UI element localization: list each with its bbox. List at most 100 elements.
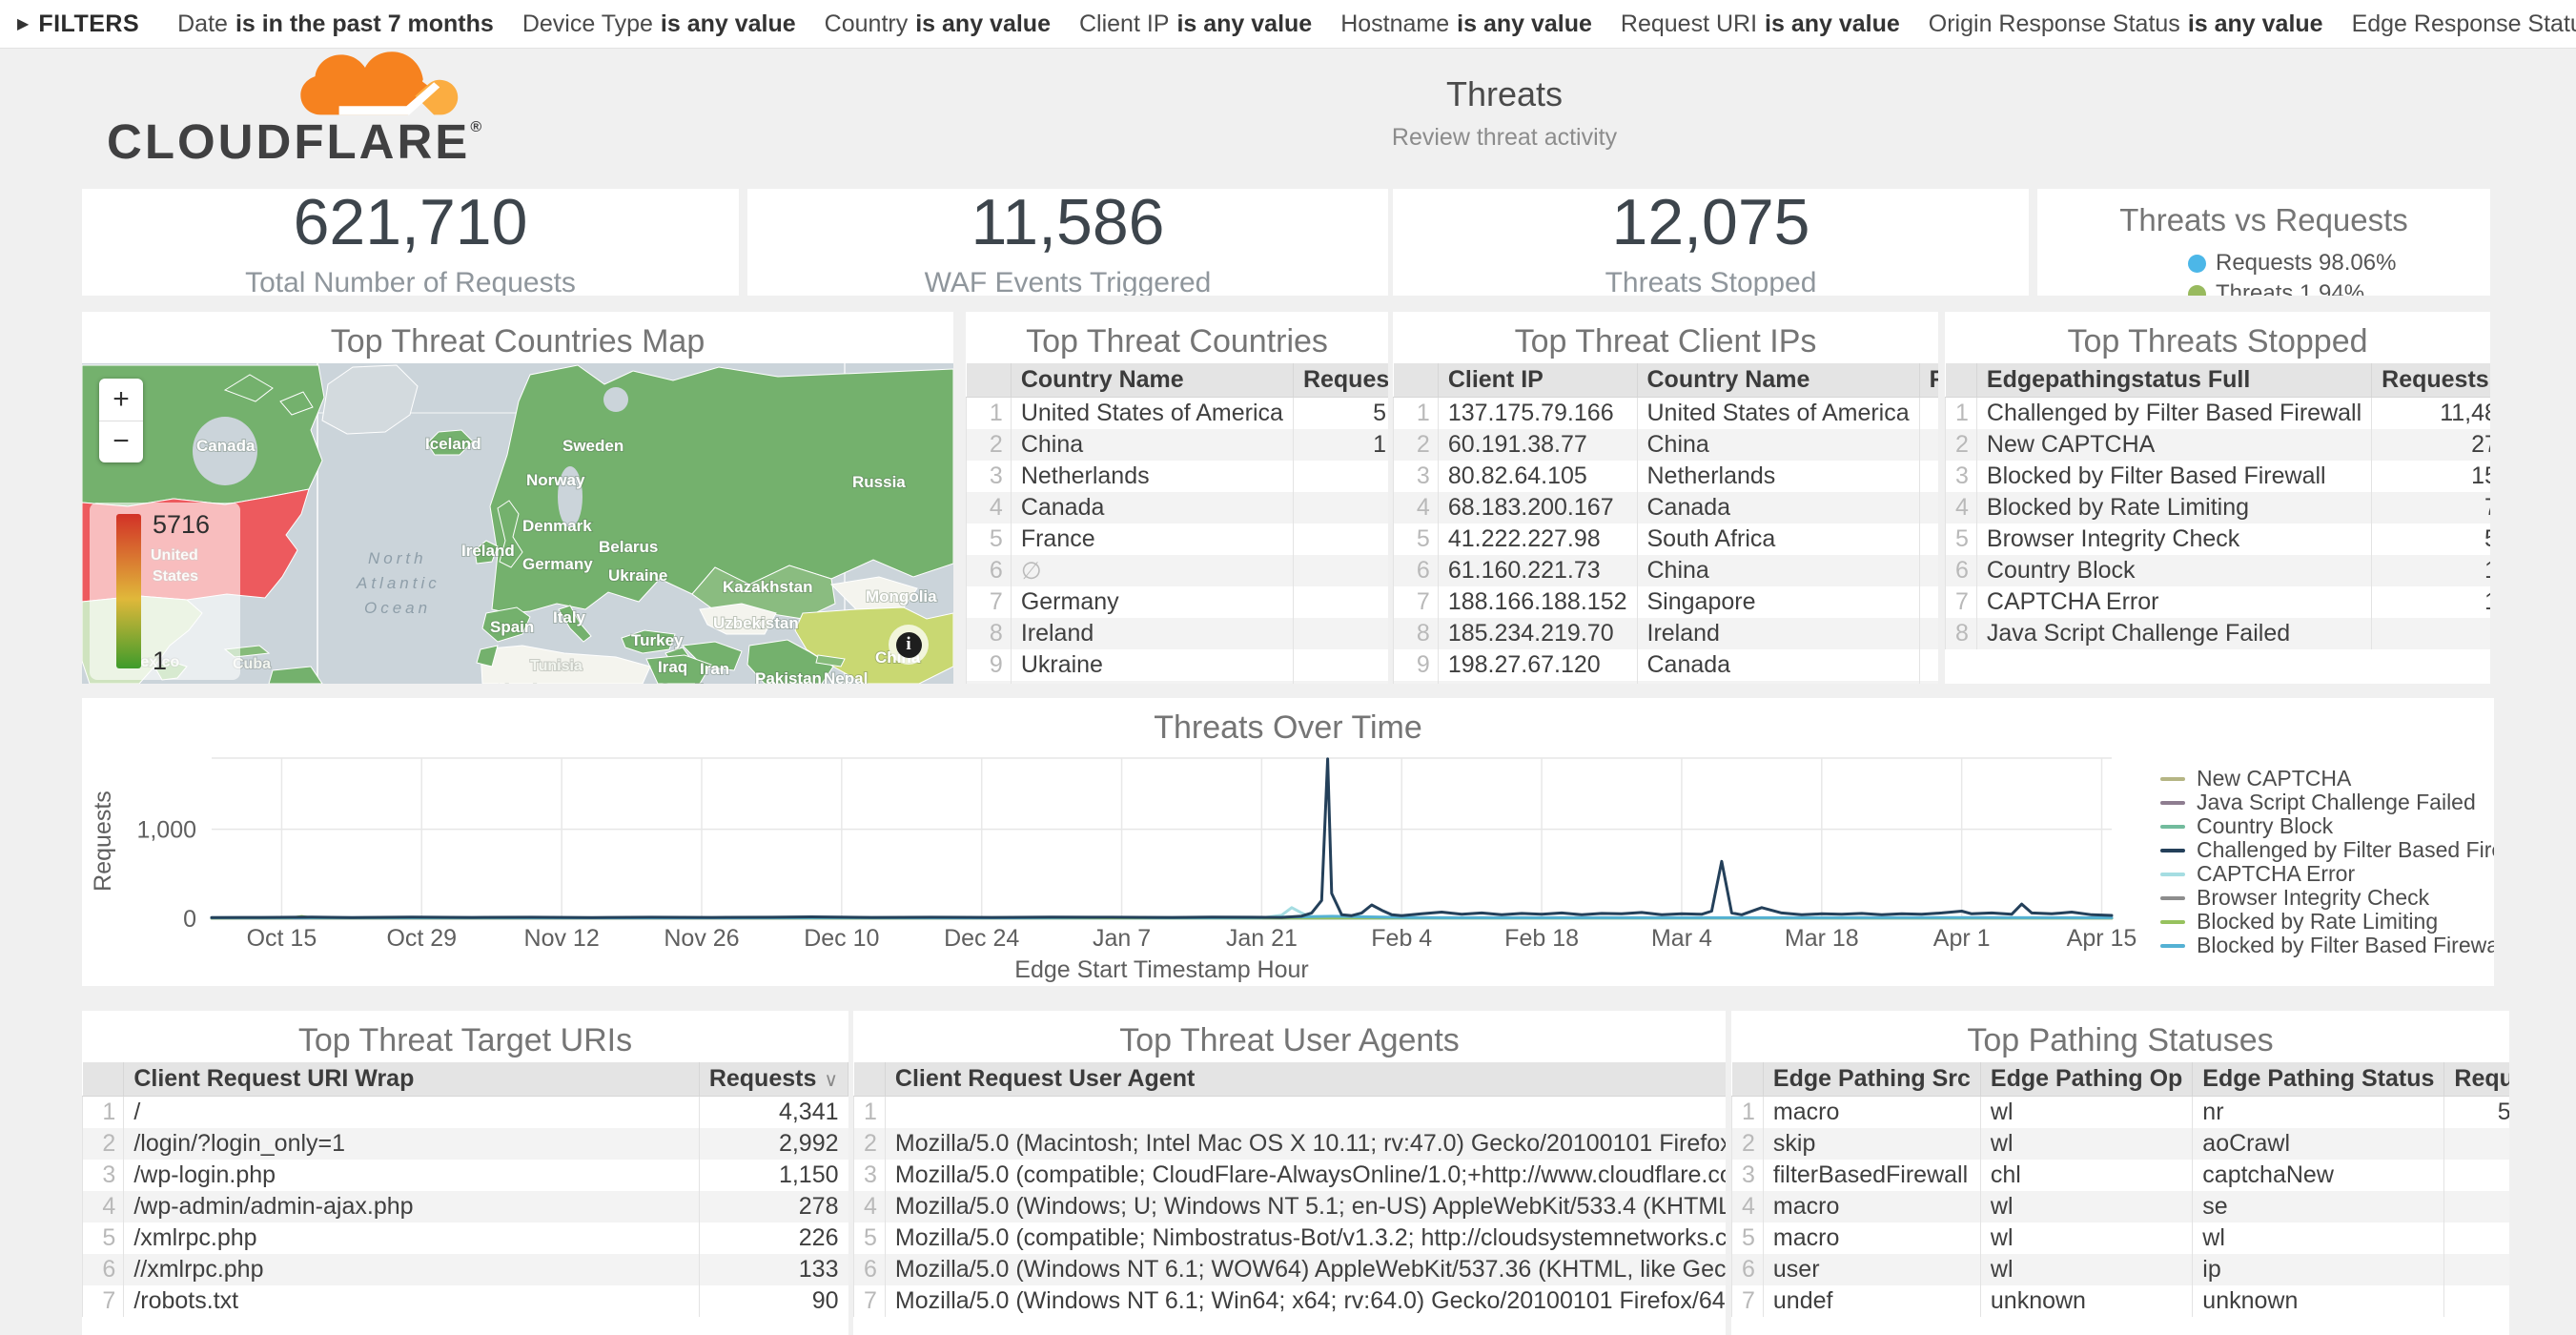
filter-items: Date is in the past 7 months Device Type is… xyxy=(177,10,2576,38)
table-row[interactable]: 2/login/?login_only=1 2,992 xyxy=(82,1128,848,1160)
filter-item[interactable]: Device Type is any value xyxy=(521,10,796,37)
table-row[interactable]: 468.183.200.167Canada237 xyxy=(1393,492,1938,524)
legend-label: Challenged by Filter Based Firewall xyxy=(2197,837,2494,862)
map-label: Tunisia xyxy=(530,658,583,674)
column-header[interactable]: Client IP xyxy=(1437,363,1638,398)
chart-legend-item[interactable]: CAPTCHA Error xyxy=(2160,861,2494,886)
table-row[interactable]: 4/wp-admin/admin-ajax.php 278 xyxy=(82,1191,848,1222)
table-row[interactable]: 4macrowlse6,734 xyxy=(1731,1191,2509,1222)
column-header[interactable]: Requests∨ xyxy=(1292,363,1388,398)
dashboard-title: Threats xyxy=(1445,74,1564,113)
table-row[interactable]: 8Ireland181 xyxy=(966,618,1388,649)
table-row[interactable]: 10Singapore158 xyxy=(966,681,1388,684)
map-canvas[interactable]: CanadaUnitedStatesMexicoCubaNorthAtlanti… xyxy=(82,363,953,684)
table-row[interactable]: 2skipwlaoCrawl37,834 xyxy=(1731,1128,2509,1160)
table-row[interactable]: 5/xmlrpc.php 226 xyxy=(82,1222,848,1254)
map-label: Kazakhstan xyxy=(723,578,812,596)
table-row[interactable]: 3filterBasedFirewallchlcaptchaNew11,467 xyxy=(1731,1160,2509,1191)
map-info-button[interactable]: i xyxy=(889,625,929,665)
filter-item[interactable]: Date is in the past 7 months xyxy=(177,10,494,37)
table-row[interactable]: 1 xyxy=(853,1096,1726,1128)
table-row[interactable]: 6//xmlrpc.php 133 xyxy=(82,1254,848,1285)
table-row[interactable]: 7 Mozilla/5.0 (Windows NT 6.1; Win64; x64… xyxy=(853,1285,1726,1317)
chart-legend-item[interactable]: Challenged by Filter Based Firewall xyxy=(2160,837,2494,862)
pie-legend-item[interactable]: Threats 1.94% xyxy=(2188,278,2396,296)
chart-legend-item[interactable]: Java Script Challenge Failed xyxy=(2160,790,2494,814)
zoom-out-button[interactable]: − xyxy=(112,425,130,458)
table-row[interactable]: 3 Mozilla/5.0 (compatible; CloudFlare-Alw… xyxy=(853,1160,1726,1191)
chart-legend-item[interactable]: Country Block xyxy=(2160,813,2494,838)
chart-legend-item[interactable]: Blocked by Filter Based Firewall xyxy=(2160,933,2494,957)
table-row[interactable]: 7/robots.txt 90 xyxy=(82,1285,848,1317)
table-row[interactable]: 1macrowlnr554,758 xyxy=(1731,1096,2509,1128)
column-header[interactable]: Requests∨ xyxy=(698,1062,848,1097)
table-row[interactable]: 3/wp-login.php 1,150 xyxy=(82,1160,848,1191)
table-row[interactable]: 6userwlip2,107 xyxy=(1731,1254,2509,1285)
table-row[interactable]: 5 Mozilla/5.0 (compatible; Nimbostratus-B… xyxy=(853,1222,1726,1254)
legend-label: Country Block xyxy=(2197,813,2334,838)
table-row[interactable]: 4Canada560 xyxy=(966,492,1388,524)
x-tick-label: Mar 18 xyxy=(1785,925,1859,952)
column-header[interactable]: Edge Pathing Status xyxy=(2192,1062,2445,1097)
table-row[interactable]: 4 Mozilla/5.0 (Windows; U; Windows NT 5.1… xyxy=(853,1191,1726,1222)
page-title: Threats Review threat activity xyxy=(1392,74,1617,152)
filter-item[interactable]: Request URI is any value xyxy=(1620,10,1900,37)
data-table: Edgepathingstatus FullRequests∨1Challeng… xyxy=(1945,363,2490,649)
chart-legend-item[interactable]: Browser Integrity Check xyxy=(2160,885,2494,910)
column-header[interactable]: Client Request User Agent xyxy=(884,1062,1726,1097)
column-header[interactable]: Edge Pathing Src xyxy=(1762,1062,1981,1097)
data-table: Client Request User Agent 1 2 Mozilla/5.0 (… xyxy=(853,1062,1726,1317)
column-header[interactable]: Requests∨ xyxy=(2371,363,2490,398)
table-row[interactable]: 2 Mozilla/5.0 (Macintosh; Intel Mac OS X … xyxy=(853,1128,1726,1160)
pie-legend-item[interactable]: Requests 98.06% xyxy=(2188,248,2396,278)
column-header[interactable]: Requests∨ xyxy=(1918,363,1938,398)
table-row[interactable]: 3Netherlands795 xyxy=(966,461,1388,492)
table-title: Top Threat Target URIs xyxy=(297,1022,633,1058)
column-header[interactable]: Edgepathingstatus Full xyxy=(1975,363,2373,398)
column-header[interactable]: Requests∨ xyxy=(2443,1062,2509,1097)
table-row[interactable]: 6 Mozilla/5.0 (Windows NT 6.1; WOW64) App… xyxy=(853,1254,1726,1285)
column-header[interactable]: Edge Pathing Op xyxy=(1979,1062,2194,1097)
filter-item[interactable]: Client IP is any value xyxy=(1078,10,1313,37)
table-row[interactable]: 9Ukraine169 xyxy=(966,649,1388,681)
table-row[interactable]: 260.191.38.77China977 xyxy=(1393,429,1938,461)
filter-item[interactable]: Origin Response Status is any value xyxy=(1928,10,2323,37)
column-header[interactable]: Client Request URI Wrap xyxy=(123,1062,700,1097)
legend-label: Blocked by Rate Limiting xyxy=(2197,909,2439,934)
filter-item[interactable]: Hostname is any value xyxy=(1340,10,1592,37)
table-row[interactable]: 6∅331 xyxy=(966,555,1388,586)
table-row[interactable]: 380.82.64.105Netherlands637 xyxy=(1393,461,1938,492)
filter-item[interactable]: Country is any value xyxy=(824,10,1051,37)
chart-legend-item[interactable]: New CAPTCHA xyxy=(2160,766,2494,791)
table-row[interactable]: 1/4,341 xyxy=(82,1096,848,1128)
table-row[interactable]: 5France497 xyxy=(966,524,1388,555)
filters-toggle[interactable]: ▶ FILTERS xyxy=(17,10,139,38)
chart-legend-item[interactable]: Blocked by Rate Limiting xyxy=(2160,909,2494,934)
table-row[interactable]: 7undefunknownunknown1,168 xyxy=(1731,1285,2509,1317)
table-row[interactable]: 1061.160.247.127China88 xyxy=(1393,681,1938,684)
table-row[interactable]: 7Germany330 xyxy=(966,586,1388,618)
column-header[interactable]: Country Name xyxy=(1636,363,1920,398)
column-header[interactable]: Country Name xyxy=(1010,363,1294,398)
x-tick-label: Nov 26 xyxy=(664,925,739,952)
table-row[interactable]: 1 Challenged by Filter Based Firewall 11,4… xyxy=(1945,397,2490,429)
zoom-in-button[interactable]: + xyxy=(99,379,143,421)
legend-line-swatch xyxy=(2160,895,2185,900)
table-row[interactable]: 661.160.221.73China144 xyxy=(1393,555,1938,586)
